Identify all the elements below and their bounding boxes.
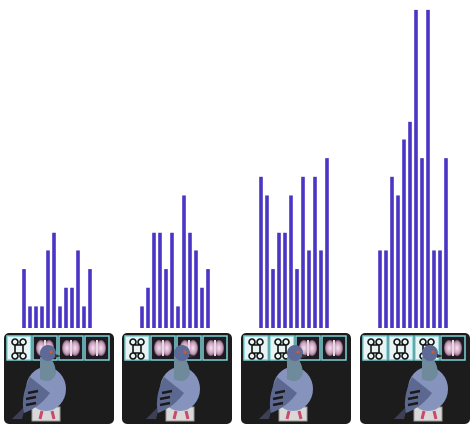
bar	[182, 195, 186, 328]
bar	[188, 232, 192, 328]
bar	[319, 250, 323, 328]
bar	[88, 269, 92, 328]
bar	[164, 269, 168, 328]
bar	[426, 9, 430, 329]
bar	[58, 306, 62, 328]
bar	[70, 287, 74, 328]
bar	[414, 9, 418, 329]
bar	[390, 176, 394, 328]
xray-icon	[204, 337, 226, 359]
bar	[64, 287, 68, 328]
bar	[307, 250, 311, 328]
bar	[313, 176, 317, 328]
bar	[200, 287, 204, 328]
bar	[325, 158, 329, 328]
bar	[152, 232, 156, 328]
bar	[259, 176, 263, 328]
bar	[384, 250, 388, 328]
bar	[265, 195, 269, 328]
bar	[82, 306, 86, 328]
bar	[28, 306, 32, 328]
bar	[194, 250, 198, 328]
bar	[432, 250, 436, 328]
bar	[295, 269, 299, 328]
panels	[4, 9, 470, 424]
xray-icon	[152, 337, 174, 359]
bar	[34, 306, 38, 328]
bar	[408, 121, 412, 329]
panel	[241, 158, 351, 424]
xray-icon	[323, 337, 345, 359]
panel	[122, 195, 232, 424]
xray-icon	[60, 337, 82, 359]
icon-frame	[124, 335, 150, 361]
bar	[378, 250, 382, 328]
bar	[176, 306, 180, 328]
bar	[158, 232, 162, 328]
bar	[301, 176, 305, 328]
bar	[76, 250, 80, 328]
bar	[22, 269, 26, 328]
bar	[140, 306, 144, 328]
bar	[146, 287, 150, 328]
bar	[289, 195, 293, 328]
icon-frame	[6, 335, 32, 361]
bar	[396, 195, 400, 328]
bar	[40, 306, 44, 328]
panel	[360, 9, 470, 424]
bar	[444, 158, 448, 328]
bar	[438, 250, 442, 328]
xray-icon	[442, 337, 464, 359]
icon-frame	[388, 335, 414, 361]
bar	[420, 158, 424, 328]
bar	[277, 232, 281, 328]
bar	[52, 232, 56, 328]
bar	[283, 232, 287, 328]
bar	[170, 232, 174, 328]
panel	[4, 232, 114, 424]
xray-icon	[86, 337, 108, 359]
bar	[206, 269, 210, 328]
icon-frame	[243, 335, 269, 361]
bar	[46, 250, 50, 328]
bar	[271, 269, 275, 328]
icon-frame	[362, 335, 388, 361]
bar	[402, 139, 406, 328]
